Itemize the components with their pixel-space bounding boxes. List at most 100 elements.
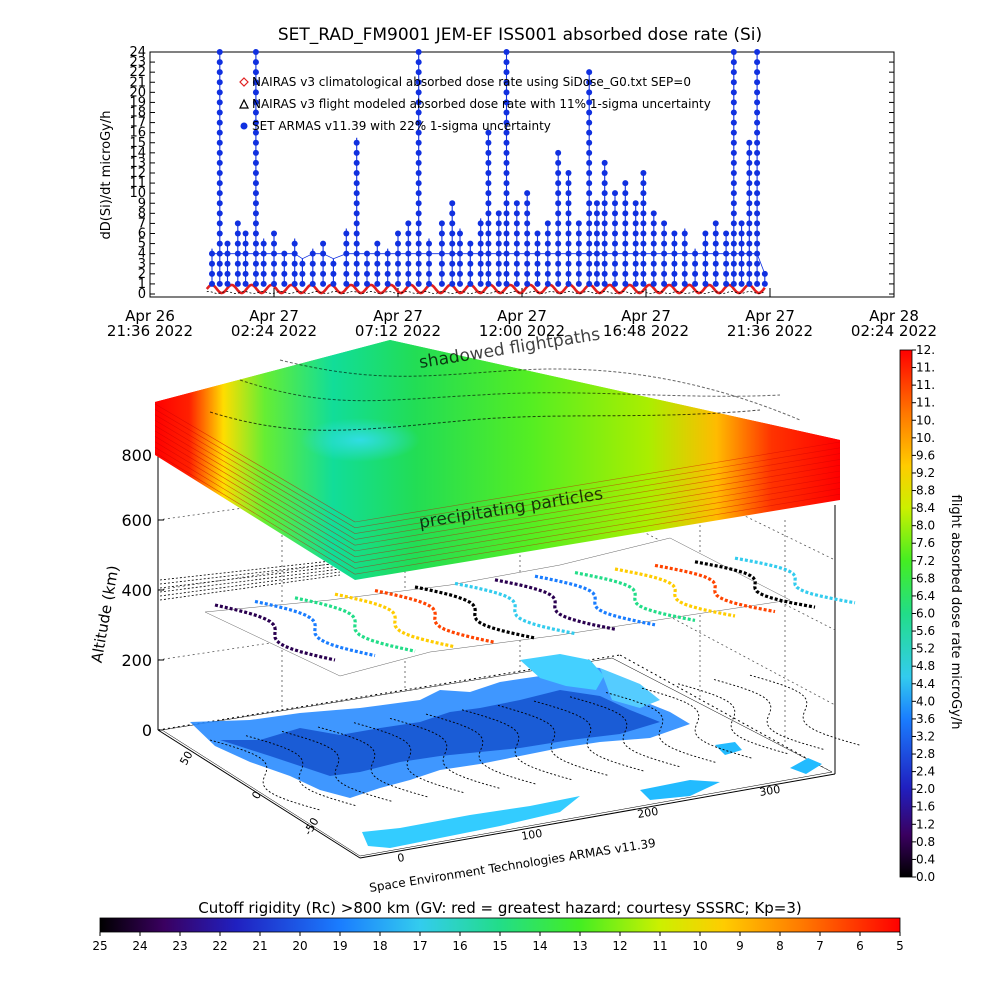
armas-point (513, 230, 520, 237)
orbit-track (494, 578, 616, 631)
armas-point (415, 49, 422, 55)
armas-point (415, 99, 422, 106)
ground-track (749, 674, 861, 746)
armas-point (291, 260, 298, 267)
armas-point (746, 139, 753, 146)
x-tick-label-date: Apr 27 (373, 307, 423, 325)
colorbar-tick-label: 5.2 (916, 642, 935, 656)
armas-point (364, 250, 370, 257)
armas-point (495, 240, 502, 247)
armas-point (565, 270, 572, 277)
armas-point (309, 260, 316, 267)
colorbar-title: flight absorbed dose rate microGy/h (948, 495, 963, 730)
armas-point (650, 250, 657, 257)
armas-point (593, 210, 600, 217)
armas-point (234, 270, 241, 277)
armas-point (252, 190, 259, 197)
x-tick-label-time: 21:36 2022 (727, 322, 813, 340)
armas-point (730, 220, 737, 227)
armas-point (415, 79, 422, 86)
colorbar-tick-label: 6.8 (916, 571, 935, 585)
orbit-track (214, 603, 336, 662)
x-tick-label-time: 16:48 2022 (603, 322, 689, 340)
armas-point (544, 260, 551, 267)
y-tick-label: 2 (138, 267, 146, 282)
armas-point (754, 119, 761, 126)
armas-point (730, 49, 737, 55)
orbit-track (454, 581, 576, 636)
armas-point (281, 250, 288, 257)
y-tick-label: 15 (129, 136, 146, 151)
armas-point (640, 270, 647, 277)
slab-layer-line (154, 403, 356, 523)
armas-point (477, 240, 484, 247)
ground-track (641, 687, 753, 759)
armas-point (612, 260, 618, 267)
colorbar-tick-label: 4.8 (916, 659, 935, 673)
armas-point (405, 220, 412, 227)
armas-point (485, 190, 492, 197)
rigidity-tick-label: 8 (776, 939, 784, 953)
armas-point (612, 190, 618, 197)
longitude-tick-label: 0 (396, 851, 405, 865)
armas-point (575, 240, 582, 247)
armas-point (299, 260, 306, 267)
armas-point (343, 240, 350, 247)
armas-point (216, 220, 223, 227)
armas-point (622, 200, 629, 207)
armas-point (449, 200, 456, 207)
armas-point (426, 260, 432, 267)
armas-point (395, 230, 401, 237)
armas-point (746, 180, 753, 187)
armas-point (661, 280, 668, 287)
armas-point (503, 230, 510, 237)
armas-point (343, 280, 350, 287)
colorbar-tick-label: 6.4 (916, 589, 935, 603)
armas-point (575, 250, 582, 257)
armas-point (209, 260, 215, 267)
colorbar-tick-label: 5.6 (916, 624, 935, 638)
armas-point (374, 240, 381, 247)
armas-point (661, 240, 668, 247)
armas-point (586, 79, 593, 86)
armas-point (415, 139, 422, 146)
armas-point (426, 280, 432, 287)
armas-point (640, 230, 647, 237)
armas-point (632, 230, 639, 237)
armas-point (746, 170, 753, 176)
y-tick-label: 23 (129, 55, 146, 70)
armas-point (364, 280, 370, 287)
armas-point (242, 260, 249, 267)
armas-point (650, 210, 657, 217)
armas-point (320, 240, 327, 247)
armas-point (503, 210, 510, 217)
armas-point (681, 250, 688, 257)
armas-point (216, 190, 223, 197)
colorbar-tick-label: 1.2 (916, 817, 935, 831)
y-tick-label: 11 (129, 176, 146, 191)
armas-point (524, 230, 531, 237)
armas-point (544, 250, 551, 257)
armas-point (730, 230, 737, 237)
armas-point (534, 280, 541, 287)
colorbar-tick-label: 0.4 (916, 852, 935, 866)
rigidity-tick-label: 11 (652, 939, 667, 953)
armas-point (299, 270, 306, 277)
armas-point (622, 180, 629, 187)
armas-point (702, 260, 709, 267)
armas-point (565, 210, 572, 217)
armas-point (601, 280, 608, 287)
armas-point (438, 250, 445, 257)
armas-point (681, 280, 688, 287)
armas-point (485, 230, 492, 237)
dose-rate-colorbar: 0.0 0.4 0.8 1.2 1.6 2.0 2.4 2.8 3.2 3.6 4.0 4.4 4.8 5… (899, 343, 963, 884)
z-tick-label: 800 (121, 446, 152, 465)
armas-point (754, 170, 761, 176)
armas-point (586, 139, 593, 146)
armas-point (457, 280, 463, 287)
armas-point (415, 220, 422, 227)
armas-point (260, 240, 267, 247)
armas-point (622, 220, 629, 227)
armas-point (681, 260, 688, 267)
